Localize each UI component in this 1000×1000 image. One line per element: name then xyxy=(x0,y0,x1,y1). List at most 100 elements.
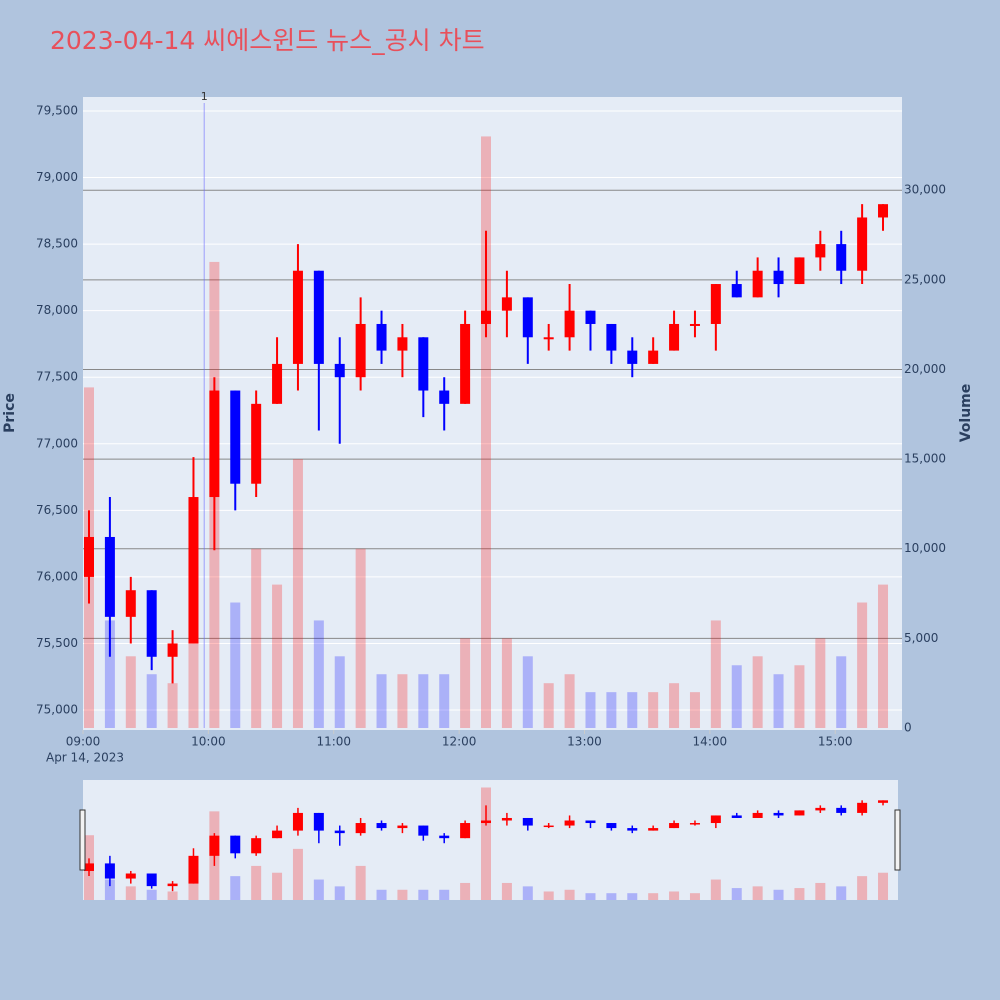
mini-candle-body xyxy=(313,812,324,831)
y-tick-label: 79,000 xyxy=(36,170,78,184)
mini-candle-body xyxy=(501,817,512,821)
mini-volume-bar xyxy=(627,893,638,900)
y2-tick-label: 0 xyxy=(904,721,912,735)
candle-body xyxy=(292,270,303,364)
volume-bar xyxy=(606,692,617,728)
candle-body xyxy=(773,270,784,285)
volume-bar xyxy=(313,620,324,728)
mini-candle-body xyxy=(376,823,387,829)
volume-bar xyxy=(585,692,596,728)
mini-candle-body xyxy=(648,828,659,831)
volume-bar xyxy=(355,548,366,728)
candle-body xyxy=(188,497,199,644)
y2-axis-title: Volume xyxy=(958,384,974,443)
mini-candle-body xyxy=(794,810,805,816)
mini-candle-body xyxy=(606,823,617,829)
mini-candle-body xyxy=(752,812,763,818)
volume-bar xyxy=(752,656,763,728)
mini-candle-body xyxy=(836,807,847,813)
volume-bar xyxy=(376,674,387,728)
candle-body xyxy=(397,337,408,351)
volume-bar xyxy=(836,656,847,728)
mini-candle-body xyxy=(710,815,721,824)
mini-candle-body xyxy=(439,835,450,839)
mini-candle-body xyxy=(481,820,492,824)
mini-volume-bar xyxy=(606,893,617,900)
candle-body xyxy=(669,323,680,351)
mini-volume-bar xyxy=(188,869,199,900)
mini-volume-bar xyxy=(376,889,387,900)
volume-bar xyxy=(251,548,262,728)
mini-volume-bar xyxy=(167,891,178,900)
y-axis-title: Price xyxy=(2,393,18,433)
volume-bar xyxy=(648,692,659,728)
volume-bar xyxy=(710,620,721,728)
mini-candle-body xyxy=(857,802,868,813)
mini-volume-bar xyxy=(794,888,805,900)
candle-body xyxy=(522,297,533,338)
mini-volume-bar xyxy=(878,872,889,900)
candle-body xyxy=(878,204,889,218)
candle-body xyxy=(627,350,638,364)
candle-body xyxy=(230,390,241,484)
y2-tick-label: 20,000 xyxy=(904,362,946,376)
candle-body xyxy=(794,257,805,285)
x-tick-label: 14:00 xyxy=(693,735,728,749)
candle-body xyxy=(439,390,450,404)
mini-volume-bar xyxy=(815,882,826,900)
candle-body xyxy=(418,337,429,391)
mini-candle-body xyxy=(292,812,303,831)
mini-volume-bar xyxy=(334,886,345,900)
range-handle[interactable] xyxy=(894,809,901,871)
mini-candle-body xyxy=(230,835,241,854)
x-tick-label: 13:00 xyxy=(567,735,602,749)
mini-candle-body xyxy=(209,835,220,856)
volume-bar xyxy=(794,665,805,728)
mini-volume-bar xyxy=(292,848,303,900)
x-tick-label: 09:00 xyxy=(66,735,101,749)
volume-bar xyxy=(167,683,178,728)
volume-bar xyxy=(564,674,575,728)
mini-volume-bar xyxy=(522,886,533,900)
mini-candle-body xyxy=(564,820,575,826)
volume-bar xyxy=(188,566,199,728)
mini-candle-body xyxy=(397,825,408,829)
mini-candle-body xyxy=(104,863,115,879)
mini-volume-bar xyxy=(397,889,408,900)
mini-candle-body xyxy=(146,873,157,887)
y-tick-label: 77,500 xyxy=(36,370,78,384)
candle-body xyxy=(460,323,471,404)
mini-volume-bar xyxy=(501,882,512,900)
candle-body xyxy=(501,297,512,311)
volume-bar xyxy=(418,674,429,728)
mini-volume-bar xyxy=(418,889,429,900)
mini-volume-bar xyxy=(689,893,700,900)
mini-candle-body xyxy=(815,807,826,811)
candle-body xyxy=(355,323,366,378)
mini-volume-bar xyxy=(543,891,554,900)
y-tick-label: 78,500 xyxy=(36,237,78,251)
mini-candle-body xyxy=(334,830,345,834)
mini-candle-body xyxy=(460,823,471,839)
mini-candle-body xyxy=(251,838,262,854)
mini-volume-bar xyxy=(773,889,784,900)
y-tick-label: 75,000 xyxy=(36,703,78,717)
mini-candle-body xyxy=(418,825,429,836)
volume-bar xyxy=(543,683,554,728)
candle-body xyxy=(689,323,700,326)
y-tick-label: 77,000 xyxy=(36,436,78,450)
volume-bar xyxy=(230,602,241,728)
y2-tick-label: 5,000 xyxy=(904,631,938,645)
y2-tick-label: 30,000 xyxy=(904,183,946,197)
volume-bar xyxy=(689,692,700,728)
y-tick-label: 76,500 xyxy=(36,503,78,517)
mini-candle-body xyxy=(731,815,742,818)
volume-bar xyxy=(104,620,115,728)
candle-body xyxy=(209,390,220,498)
mini-candle-body xyxy=(773,812,784,816)
range-handle[interactable] xyxy=(79,809,86,871)
annotation-label: 1 xyxy=(201,90,208,103)
mini-candle-body xyxy=(669,823,680,829)
candle-body xyxy=(481,310,492,324)
